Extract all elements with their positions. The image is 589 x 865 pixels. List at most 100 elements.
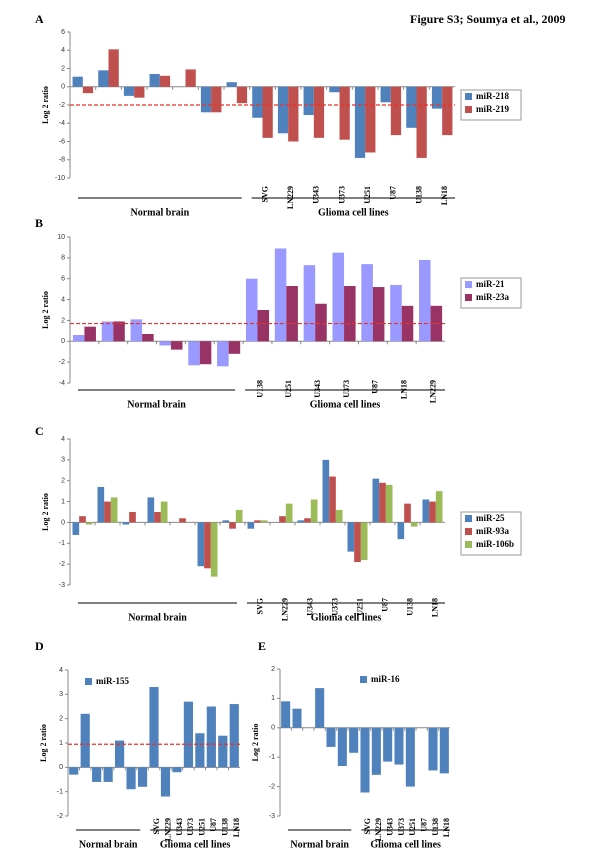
bar [108,49,119,87]
legend-label: miR-93a [476,526,509,536]
x-tick-label: U373 [342,380,351,398]
y-tick-label: -2 [57,813,63,820]
group-label: Glioma cell lines [318,207,389,218]
x-tick-label: U87 [389,186,398,200]
bar [115,740,125,768]
bar [170,341,183,350]
bar [260,520,268,523]
x-tick-label: U251 [198,818,207,836]
x-tick-label: U251 [408,818,417,836]
bar [235,509,243,523]
bar [159,341,171,346]
bar [326,727,336,747]
bar [210,522,218,577]
bar [179,518,186,523]
y-tick-label: -4 [59,380,65,387]
x-tick-label: LN18 [440,186,449,205]
y-tick-label: 1 [59,740,63,747]
y-tick-label: 0 [59,764,63,771]
panel-letter: D [35,639,44,653]
legend-swatch [465,281,472,288]
bar [206,706,216,768]
bar [257,310,270,342]
bar [285,503,293,523]
x-tick-label: LN18 [442,818,451,837]
y-tick-label: -2 [269,783,275,790]
y-tick-label: 0 [61,84,65,91]
bar [183,701,193,768]
bar [129,512,136,523]
x-tick-label: U343 [175,818,184,836]
legend-swatch [465,528,472,535]
bar [149,73,160,87]
x-tick-label: U87 [209,818,218,832]
y-tick-label: -2 [59,359,65,366]
y-tick-label: -10 [55,175,65,182]
bar [303,86,314,116]
bar [154,512,161,523]
legend-label: miR-23a [476,292,509,302]
panel-letter: B [35,216,43,230]
y-tick-label: 4 [61,47,65,54]
bar [236,86,248,104]
group-label: Normal brain [128,612,187,623]
bar [245,278,258,342]
bar [92,767,102,782]
bar [80,713,90,768]
bar [200,86,212,113]
bar [85,522,93,525]
bar [274,248,287,342]
legend-swatch [465,106,472,113]
y-tick-label: -1 [59,540,65,547]
y-tick-label: 0 [61,519,65,526]
bar [371,727,381,775]
y-tick-label: -2 [59,102,65,109]
bar [211,86,222,113]
x-tick-label: U373 [330,598,339,616]
legend-swatch [465,541,472,548]
bar [72,522,80,535]
bar [365,86,376,153]
bar [69,767,79,775]
x-tick-label: U373 [397,818,406,836]
bar [332,252,345,342]
bar [361,264,373,342]
legend-swatch [85,678,92,685]
x-tick-label: U343 [305,598,314,616]
y-tick-label: 2 [61,478,65,485]
y-tick-label: 4 [61,436,65,443]
x-tick-label: LN18 [232,818,241,837]
x-tick-label: SVG [260,186,269,202]
bar [159,75,171,87]
bar [130,319,143,342]
y-tick-label: -8 [59,157,65,164]
bar [103,767,113,782]
x-tick-label: LN229 [280,598,289,621]
bar [347,522,355,552]
bar [390,86,402,136]
bar [160,767,171,797]
group-label: Normal brain [290,839,349,850]
bar [322,459,330,523]
y-axis-label: Log 2 ratio [41,493,50,531]
bar [344,286,356,342]
y-tick-label: 6 [61,29,65,36]
x-tick-label: U251 [355,598,364,616]
bar [142,333,154,342]
bar [149,687,159,768]
y-tick-label: -3 [59,582,65,589]
group-label: Normal brain [127,399,186,410]
group-label: Glioma cell lines [370,839,441,850]
group-label: Normal brain [131,207,190,218]
legend-label: miR-219 [476,104,509,114]
bar [279,516,286,523]
group-label: Glioma cell lines [311,612,382,623]
bar [199,341,212,365]
x-tick-label: LN229 [428,380,437,403]
bar [101,321,114,342]
bar [217,341,229,367]
y-axis-label: Log 2 ratio [251,724,260,762]
bar [252,86,263,118]
y-tick-label: 3 [59,691,63,698]
